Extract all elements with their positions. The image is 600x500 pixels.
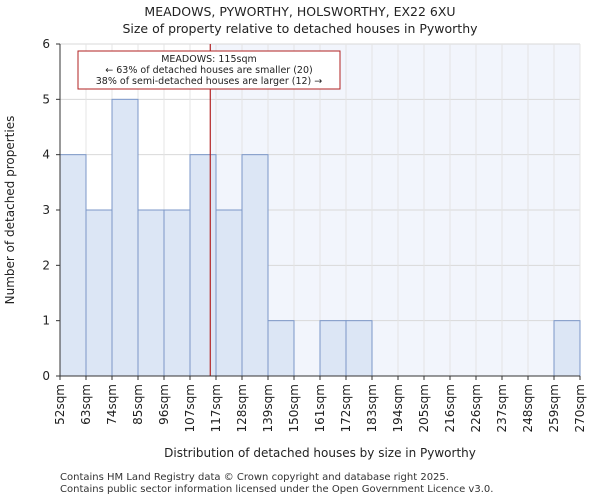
annotation-line: 38% of semi-detached houses are larger (… [96,76,323,87]
x-tick-label: 248sqm [521,384,535,432]
footer-line-1: Contains HM Land Registry data © Crown c… [60,472,449,483]
y-tick-label: 0 [42,369,50,383]
annotation-line: MEADOWS: 115sqm [161,54,257,65]
x-tick-label: 85sqm [131,384,145,425]
x-tick-label: 172sqm [339,384,353,432]
histogram-bar [267,320,295,377]
histogram-bar [189,154,217,377]
x-tick-label: 96sqm [157,384,171,425]
y-tick-label: 3 [42,203,50,217]
histogram-bar [59,154,87,377]
histogram-bar [345,320,373,377]
histogram-bar [241,154,269,377]
histogram-bar [215,209,243,377]
x-tick-label: 74sqm [105,384,119,425]
x-tick-label: 128sqm [235,384,249,432]
x-tick-label: 63sqm [79,384,93,425]
y-tick-label: 6 [42,37,50,51]
y-axis-title: Number of detached properties [3,116,17,305]
histogram-bar [163,209,191,377]
x-tick-label: 107sqm [183,384,197,432]
y-tick-label: 4 [42,148,50,162]
histogram-bar [85,209,113,377]
histogram-bar [137,209,165,377]
chart-title: MEADOWS, PYWORTHY, HOLSWORTHY, EX22 6XU [144,4,456,19]
x-tick-label: 194sqm [391,384,405,432]
x-tick-label: 216sqm [443,384,457,432]
x-tick-label: 161sqm [313,384,327,432]
chart-subtitle: Size of property relative to detached ho… [122,21,478,36]
y-tick-label: 5 [42,92,50,106]
x-tick-label: 226sqm [469,384,483,432]
histogram-bar [319,320,347,377]
x-tick-label: 117sqm [209,384,223,432]
x-tick-label: 237sqm [495,384,509,432]
footer-line-2: Contains public sector information licen… [60,484,494,495]
x-axis-title: Distribution of detached houses by size … [164,446,476,460]
x-tick-label: 205sqm [417,384,431,432]
histogram-bar [553,320,581,377]
histogram-chart: 0 1 2 3 4 5 6 52sqm 63sqm 74sqm 85sqm 96sqm 107sqm 11… [3,37,587,460]
x-tick-label: 270sqm [573,384,587,432]
annotation-box [77,50,341,90]
histogram-bar [111,98,139,377]
x-tick-label: 52sqm [53,384,67,425]
y-tick-label: 1 [42,314,50,328]
y-tick-label: 2 [42,258,50,272]
x-tick-label: 150sqm [287,384,301,432]
x-tick-label: 139sqm [261,384,275,432]
annotation-line: ← 63% of detached houses are smaller (20… [105,65,312,76]
x-tick-label: 259sqm [547,384,561,432]
x-tick-label: 183sqm [365,384,379,432]
